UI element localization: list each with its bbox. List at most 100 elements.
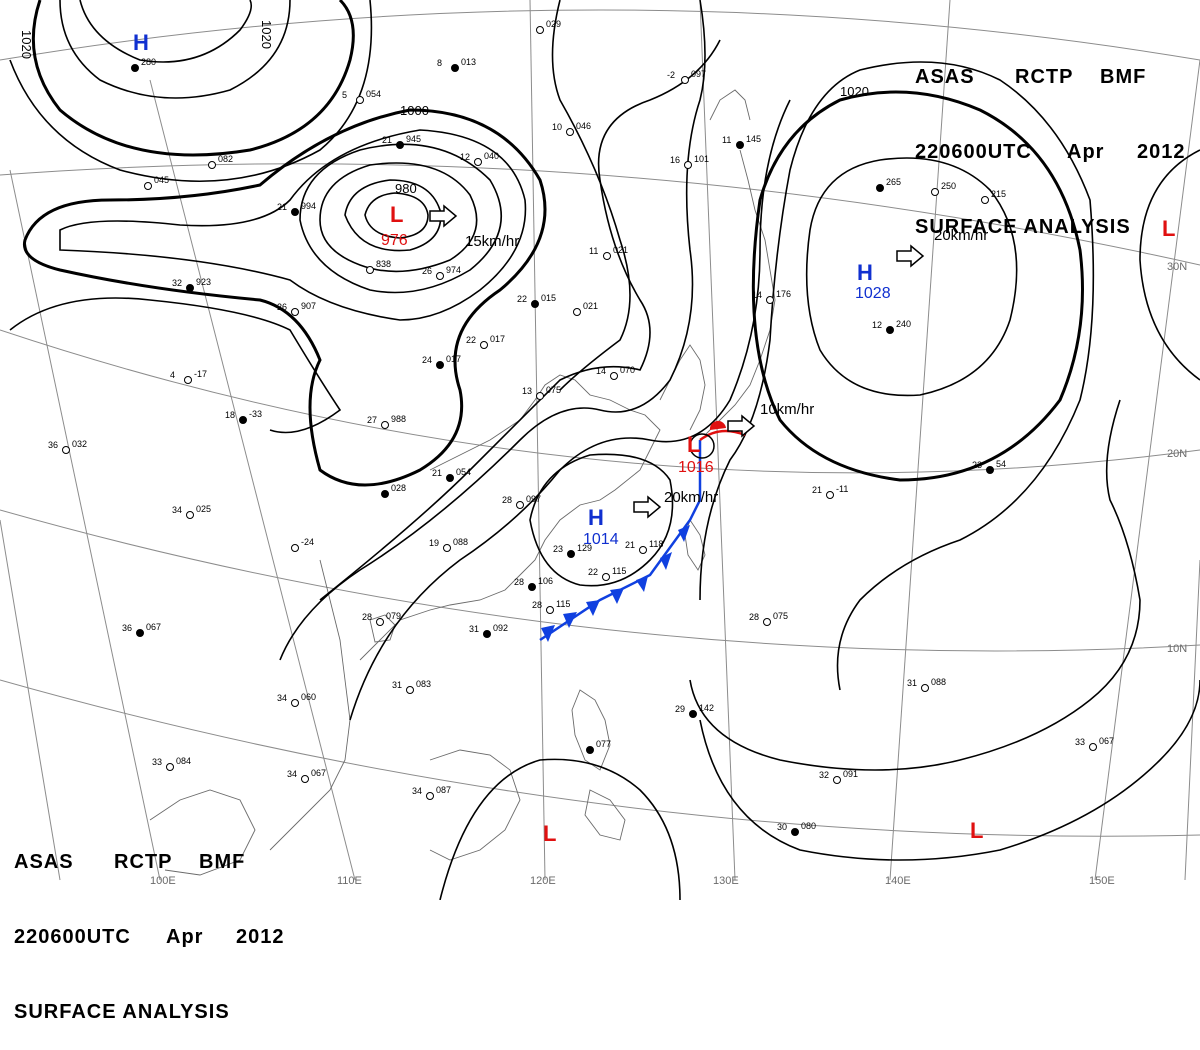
station-temp: 16 [670,155,680,165]
station-pressure: 054 [456,467,471,477]
map-header-bottom-left: ASAS RCTP BMF 220600UTC Apr 2012 SURFACE ANA… [14,800,285,1050]
hainan-coast [369,614,396,643]
station-pressure: 082 [218,154,233,164]
station-temp: 12 [460,152,470,162]
isobar-high-inner [805,157,1018,397]
station-marker [603,252,611,260]
station-plot: 29 142 [675,703,714,718]
fronts [539,420,746,642]
station-plot: 22 015 [517,293,556,308]
meridian-100e [9,169,161,881]
station-temp: 14 [596,366,606,376]
station-plot: 8 013 [437,57,476,72]
station-marker [791,828,799,836]
station-pressure: 988 [391,414,406,424]
station-pressure: 280 [141,57,156,67]
station-pressure: 067 [311,768,326,778]
motion-speed-label: 10km/hr [760,401,814,418]
lat-label: 20N [1167,448,1187,460]
station-marker [144,182,152,190]
station-marker [376,618,384,626]
cold-front-barb [541,625,555,642]
header-year: 2012 [1137,141,1186,163]
station-plot: 22 115 [588,566,626,581]
station-plot: 11 145 [722,134,761,149]
station-plot: 14 070 [596,365,635,380]
station-temp: 34 [412,786,422,796]
lon-label: 120E [530,875,556,887]
station-plot: 215 [981,189,1006,204]
station-pressure: 029 [546,19,561,29]
station-pressure: 083 [416,679,431,689]
isobar-mid-1 [319,39,721,601]
station-temp: 14 [752,290,762,300]
philippines-luzon [571,689,611,771]
station-temp: 36 [48,440,58,450]
station-plot: 12 040 [460,151,499,166]
station-pressure: 017 [446,354,461,364]
station-plot: 32 923 [172,277,211,292]
station-marker [886,326,894,334]
header-product: ASAS [915,66,975,88]
isobar-label: 1020 [259,20,274,49]
meridian-140e [889,0,951,881]
station-temp: 34 [172,505,182,515]
lon-label: 130E [713,875,739,887]
station-plot: 31 092 [469,623,508,638]
station-pressure: 032 [72,439,87,449]
station-pressure: 067 [146,622,161,632]
station-temp: 21 [382,135,392,145]
station-plot: 19 088 [429,537,468,552]
isobar-1000 [22,108,547,487]
isobar-1020-nw [31,0,355,157]
station-pressure: 101 [694,154,709,164]
station-pressure: 021 [583,301,598,311]
station-marker [474,158,482,166]
station-pressure: 118 [649,539,663,549]
station-marker [356,96,364,104]
station-pressure: 060 [301,692,316,702]
header-year: 2012 [236,926,285,948]
sumatra-coast [149,789,256,876]
station-pressure: 070 [620,365,635,375]
station-temp: 8 [437,58,442,68]
station-marker [301,775,309,783]
low-center-value: 1016 [678,459,714,476]
station-plot: 280 [131,57,156,72]
station-pressure: 142 [699,703,714,713]
station-pressure: 046 [576,121,591,131]
station-temp: 21 [625,540,635,550]
station-plot: 14 176 [752,289,791,304]
station-temp: 28 [362,612,372,622]
station-temp: 28 [532,600,542,610]
high-center-marker: H [133,30,149,55]
station-plot: 28 079 [362,611,401,626]
station-plot: 18 -33 [225,409,262,424]
station-temp: 28 [749,612,759,622]
station-temp: 18 [225,410,235,420]
station-marker [208,161,216,169]
isobar-low-wide [59,129,527,321]
station-marker [291,308,299,316]
station-marker [833,776,841,784]
station-marker [443,544,451,552]
station-marker [921,684,929,692]
station-plots: 280 029 5 054 8 013 10 046 -2 097 11 145 12 040 16 101 2… [48,19,1114,836]
isobar-east-right [1139,149,1200,381]
station-marker [566,128,574,136]
parallel-0n [0,679,1200,837]
station-pressure: 087 [436,785,451,795]
cold-front-barb [563,612,577,628]
motion-speed-label: 20km/hr [664,489,718,506]
meridian-160e [1184,559,1200,881]
station-pressure: 013 [461,57,476,67]
station-marker [166,763,174,771]
station-pressure: 015 [541,293,556,303]
station-pressure: 088 [931,677,946,687]
station-temp: 21 [277,202,287,212]
station-marker [689,710,697,718]
station-pressure: 265 [886,177,901,187]
station-plot: 36 032 [48,439,87,454]
station-plot: 23 129 [553,543,592,558]
station-pressure: 907 [301,301,316,311]
